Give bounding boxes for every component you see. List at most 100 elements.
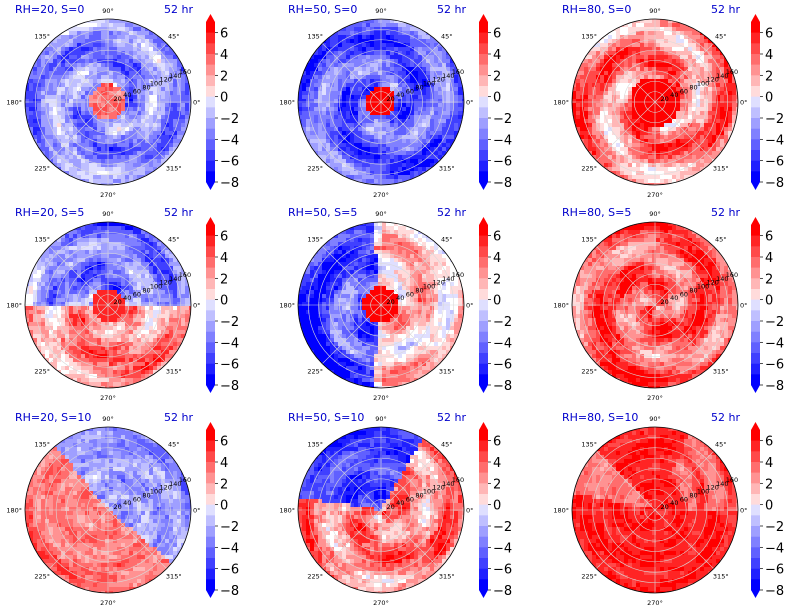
field-cell [410,43,415,48]
field-cell [129,27,134,32]
field-cell [37,127,42,132]
field-cell [101,103,106,108]
field-cell [169,119,174,124]
field-cell [89,234,94,239]
field-cell [458,79,463,84]
field-cell [446,55,451,60]
field-cell [418,31,423,36]
field-cell [57,270,62,275]
field-cell [117,107,122,112]
field-cell [608,135,613,140]
field-cell [434,51,439,56]
field-cell [732,87,737,92]
angular-gridline [49,101,109,161]
field-cell [133,226,138,231]
field-cell [672,95,677,100]
field-cell [700,139,705,144]
field-cell [640,27,645,32]
colorbar-band [751,118,760,129]
field-cell [672,131,677,136]
field-cell [330,91,335,96]
field-cell [141,131,146,136]
field-cell [133,43,138,48]
field-cell [632,55,637,60]
field-cell [398,23,403,28]
field-cell [588,63,593,68]
field-cell [426,123,431,128]
field-cell [149,67,154,72]
field-cell [330,99,335,104]
field-cell [644,35,649,40]
field-cell [121,234,126,239]
radial-tick-label: 160 [452,68,464,76]
field-cell [390,99,395,104]
field-cell [69,115,74,120]
field-cell [668,43,673,48]
field-cell [342,31,347,36]
field-cell [680,135,685,140]
field-cell [73,242,78,247]
field-cell [161,79,166,84]
field-cell [93,95,98,100]
field-cell [77,230,82,235]
field-cell [604,71,609,76]
field-cell [49,135,54,140]
field-cell [394,151,399,156]
field-cell [434,87,439,92]
field-cell [438,59,443,64]
field-cell [712,107,717,112]
field-cell [434,119,439,124]
field-cell [414,107,419,112]
angle-tick-label: 135° [307,33,323,41]
field-cell [406,167,411,172]
field-cell [73,31,78,36]
field-cell [61,95,66,100]
field-cell [696,127,701,132]
field-cell [370,23,375,28]
field-cell [29,79,34,84]
field-cell [584,47,589,52]
field-cell [426,143,431,148]
field-cell [334,91,339,96]
field-cell [632,183,637,185]
field-cell [57,43,62,48]
field-cell [374,111,379,116]
field-cell [600,131,605,136]
field-cell [386,23,391,28]
field-cell [85,67,90,72]
field-cell [640,51,645,56]
field-cell [398,131,403,136]
field-cell [386,83,391,88]
field-cell [736,103,738,108]
field-cell [89,266,94,271]
field-cell [181,131,186,136]
field-cell [708,99,713,104]
field-cell [442,59,447,64]
field-cell [97,39,102,44]
field-cell [177,91,182,96]
field-cell [688,47,693,52]
field-cell [692,103,697,108]
field-cell [53,266,58,271]
field-cell [644,87,649,92]
field-cell [358,183,363,185]
field-cell [81,131,86,136]
field-cell [410,55,415,60]
field-cell [612,155,617,160]
field-cell [438,51,443,56]
field-cell [676,131,681,136]
field-cell [592,147,597,152]
field-cell [89,47,94,52]
field-cell [81,95,86,100]
field-cell [652,135,657,140]
field-cell [684,79,689,84]
field-cell [314,151,319,156]
field-cell [177,103,182,108]
field-cell [141,179,146,184]
field-cell [446,103,451,108]
field-cell [660,27,665,32]
field-cell [708,159,713,164]
field-cell [73,83,78,88]
field-cell [113,67,118,72]
field-cell [628,131,633,136]
